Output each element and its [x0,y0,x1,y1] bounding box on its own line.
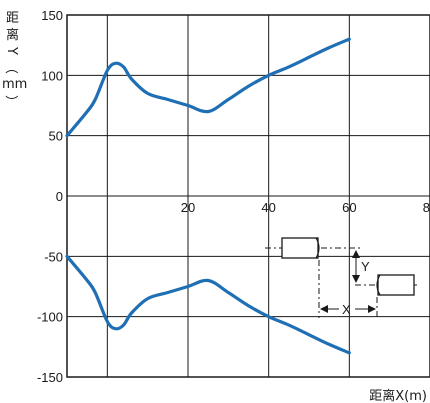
y-ticks: 150 100 50 0 -50 -100 -150 [37,8,63,385]
diagram-cylinder-right [377,274,415,296]
series-lines [65,37,351,355]
diagram-y-arrow-down [352,275,360,283]
diagram-cylinder-left-lens [315,237,320,259]
y-axis-label-char: Y [4,46,19,55]
series-line-lower [65,254,351,355]
y-tick-label: -150 [37,370,63,385]
y-tick-label: 0 [56,189,63,204]
x-tick-label: 80 [423,200,430,215]
y-tick-label: 100 [41,68,63,83]
y-tick-label: -100 [37,310,63,325]
y-axis-label: 距离Y （ ） mm [2,11,27,108]
x-tick-label: 40 [261,200,275,215]
diagram-cylinder-left [281,237,319,259]
x-tick-label: 20 [181,200,195,215]
y-axis-label-char: （ [3,61,18,74]
diagram-label-y: Y [361,259,370,274]
y-axis-label-char: 距 [6,11,19,26]
diagram-y-arrow-up [352,250,360,258]
diagram-label-x: X [342,302,351,317]
offset-diagram: Y X [265,237,418,318]
y-axis-label-char: 离 [6,27,19,43]
series-line-upper [65,37,351,138]
x-tick-label: 60 [342,200,356,215]
diagram-x-arrow-right [368,305,376,313]
y-axis-label-char: ） [3,95,18,108]
x-ticks: 20 40 60 80 [181,200,430,215]
diagram-x-arrow-left [320,305,328,313]
y-tick-label: 50 [49,129,63,144]
y-tick-label: 150 [41,8,63,23]
y-tick-label: -50 [44,249,63,264]
x-axis-label: 距离X(m) [369,388,427,403]
y-axis-label-unit: mm [2,77,27,92]
diagram-cylinder-right-lens [376,274,381,296]
